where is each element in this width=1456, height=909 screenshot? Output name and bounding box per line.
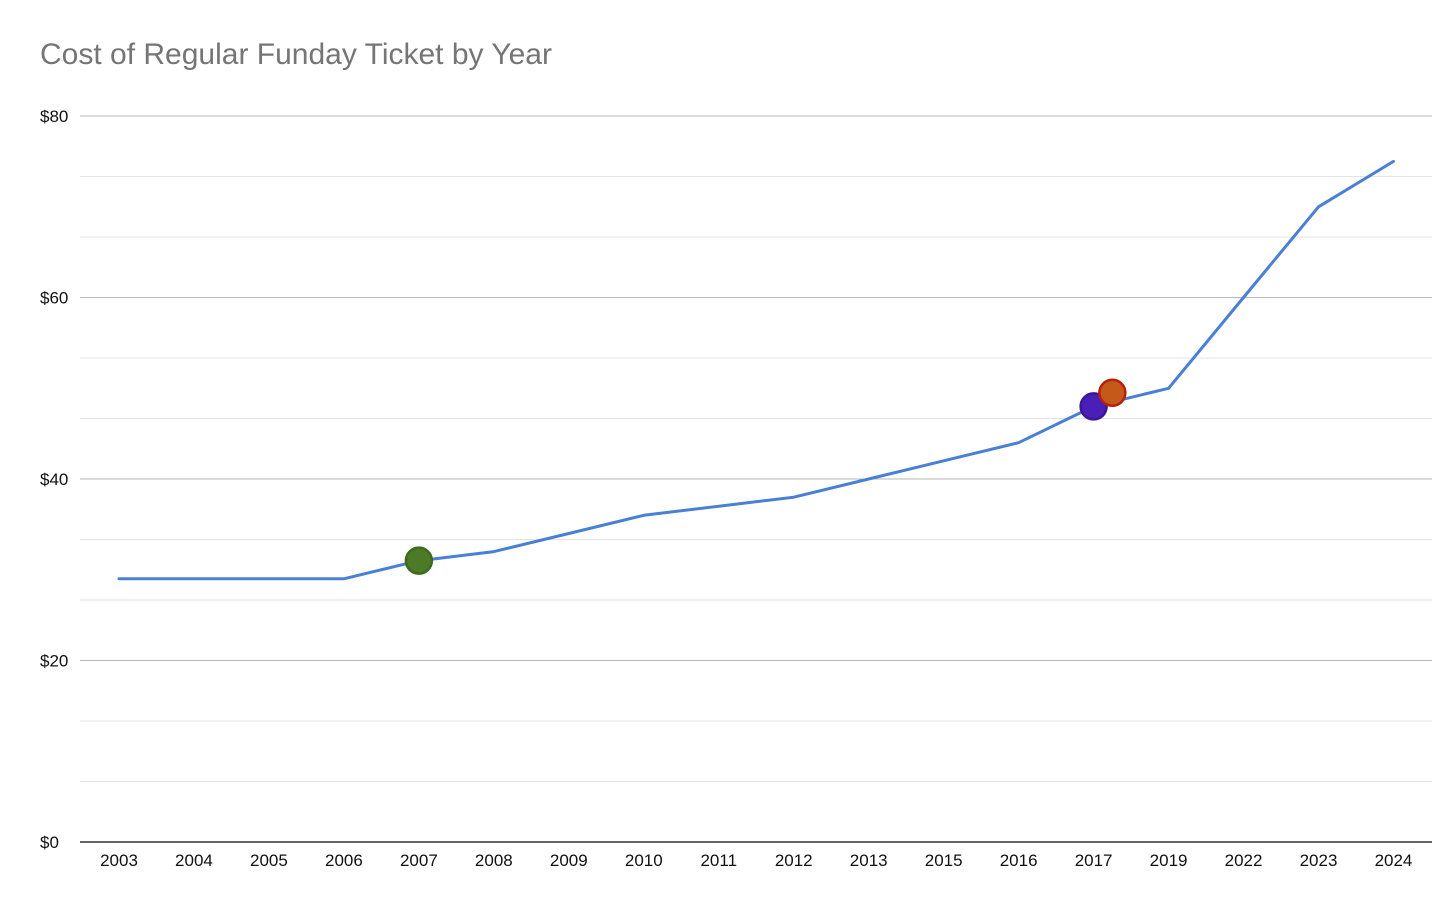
x-tick-label: 2016 (1000, 851, 1038, 870)
y-axis-ticks: $0 $20 $40 $60 $80 (40, 107, 68, 852)
gridlines (80, 115, 1432, 843)
series-line-path (117, 159, 1395, 581)
x-tick-label: 2013 (850, 851, 888, 870)
x-tick-label: 2024 (1375, 851, 1413, 870)
x-tick-label: 2003 (100, 851, 138, 870)
x-tick-label: 2019 (1150, 851, 1188, 870)
y-tick-label: $60 (40, 289, 68, 308)
x-tick-label: 2010 (625, 851, 663, 870)
x-tick-label: 2006 (325, 851, 363, 870)
x-tick-label: 2008 (475, 851, 513, 870)
x-tick-label: 2017 (1075, 851, 1113, 870)
chart-title: Cost of Regular Funday Ticket by Year (40, 38, 552, 71)
y-tick-label: $0 (40, 833, 59, 852)
x-tick-label: 2022 (1225, 851, 1263, 870)
y-tick-label: $20 (40, 652, 68, 671)
x-tick-label: 2004 (175, 851, 213, 870)
x-axis-ticks: 2003 2004 2005 2006 2007 2008 2009 2010 2011 2012… (100, 851, 1412, 870)
y-tick-label: $40 (40, 470, 68, 489)
x-tick-label: 2009 (550, 851, 588, 870)
y-tick-label: $80 (40, 107, 68, 126)
x-tick-label: 2005 (250, 851, 288, 870)
x-tick-label: 2015 (925, 851, 963, 870)
x-tick-label: 2012 (775, 851, 813, 870)
x-tick-label: 2007 (400, 851, 438, 870)
highlight-point (404, 546, 434, 575)
series-line (117, 159, 1395, 581)
highlight-point (1098, 378, 1127, 408)
x-tick-label: 2011 (700, 851, 737, 870)
x-tick-label: 2023 (1300, 851, 1338, 870)
highlight-points (404, 378, 1127, 575)
